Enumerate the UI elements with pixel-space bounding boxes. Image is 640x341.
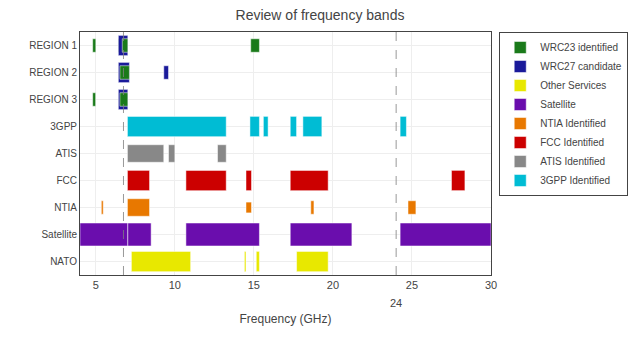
svg-text:Other Services: Other Services xyxy=(540,80,606,91)
svg-text:10: 10 xyxy=(169,279,181,291)
svg-text:FCC Identified: FCC Identified xyxy=(540,137,604,148)
svg-text:5: 5 xyxy=(93,279,99,291)
svg-text:15: 15 xyxy=(248,279,260,291)
svg-text:FCC: FCC xyxy=(56,175,77,186)
svg-text:WRC27 candidate: WRC27 candidate xyxy=(540,61,622,72)
svg-text:25: 25 xyxy=(406,279,418,291)
svg-text:ATIS Identified: ATIS Identified xyxy=(540,156,605,167)
svg-text:NATO: NATO xyxy=(50,256,77,267)
svg-text:30: 30 xyxy=(485,279,497,291)
svg-text:REGION 2: REGION 2 xyxy=(29,67,77,78)
svg-text:REGION 1: REGION 1 xyxy=(29,40,77,51)
svg-text:3GPP: 3GPP xyxy=(50,121,77,132)
svg-text:REGION 3: REGION 3 xyxy=(29,94,77,105)
svg-text:Satellite: Satellite xyxy=(41,229,77,240)
svg-text:24: 24 xyxy=(390,297,402,309)
svg-text:Frequency (GHz): Frequency (GHz) xyxy=(239,312,331,326)
svg-text:3GPP Identified: 3GPP Identified xyxy=(540,175,610,186)
svg-text:WRC23 identified: WRC23 identified xyxy=(540,42,618,53)
svg-text:20: 20 xyxy=(327,279,339,291)
svg-text:Satellite: Satellite xyxy=(540,99,576,110)
svg-text:Review of frequency bands: Review of frequency bands xyxy=(236,7,405,23)
svg-text:ATIS: ATIS xyxy=(56,148,78,159)
svg-text:NTIA: NTIA xyxy=(54,202,77,213)
svg-text:NTIA Identified: NTIA Identified xyxy=(540,118,606,129)
